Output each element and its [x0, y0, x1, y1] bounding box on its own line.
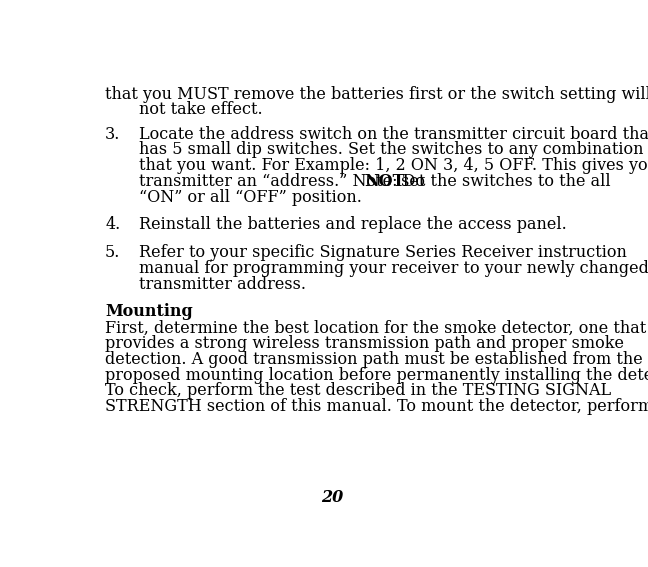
Text: 20: 20	[321, 489, 343, 506]
Text: provides a strong wireless transmission path and proper smoke: provides a strong wireless transmission …	[105, 335, 624, 352]
Text: has 5 small dip switches. Set the switches to any combination: has 5 small dip switches. Set the switch…	[139, 141, 643, 158]
Text: STRENGTH section of this manual. To mount the detector, perform: STRENGTH section of this manual. To moun…	[105, 398, 648, 415]
Text: transmitter an “address.” Note: Do: transmitter an “address.” Note: Do	[139, 173, 430, 190]
Text: NOT: NOT	[364, 173, 405, 190]
Text: that you MUST remove the batteries first or the switch setting will: that you MUST remove the batteries first…	[105, 86, 648, 103]
Text: 5.: 5.	[105, 244, 121, 261]
Text: Reinstall the batteries and replace the access panel.: Reinstall the batteries and replace the …	[139, 215, 566, 232]
Text: To check, perform the test described in the TESTING SIGNAL: To check, perform the test described in …	[105, 382, 611, 399]
Text: 4.: 4.	[105, 215, 121, 232]
Text: detection. A good transmission path must be established from the: detection. A good transmission path must…	[105, 351, 643, 368]
Text: that you want. For Example: 1, 2 ON 3, 4, 5 OFF. This gives your: that you want. For Example: 1, 2 ON 3, 4…	[139, 157, 648, 174]
Text: set the switches to the all: set the switches to the all	[396, 173, 610, 190]
Text: First, determine the best location for the smoke detector, one that: First, determine the best location for t…	[105, 320, 646, 337]
Text: Refer to your specific Signature Series Receiver instruction: Refer to your specific Signature Series …	[139, 244, 627, 261]
Text: proposed mounting location before permanently installing the detector.: proposed mounting location before perman…	[105, 367, 648, 384]
Text: “ON” or all “OFF” position.: “ON” or all “OFF” position.	[139, 189, 362, 206]
Text: not take effect.: not take effect.	[139, 101, 262, 118]
Text: manual for programming your receiver to your newly changed: manual for programming your receiver to …	[139, 260, 648, 277]
Text: 3.: 3.	[105, 126, 121, 143]
Text: transmitter address.: transmitter address.	[139, 276, 306, 293]
Text: Locate the address switch on the transmitter circuit board that: Locate the address switch on the transmi…	[139, 126, 648, 143]
Text: Mounting: Mounting	[105, 303, 193, 320]
